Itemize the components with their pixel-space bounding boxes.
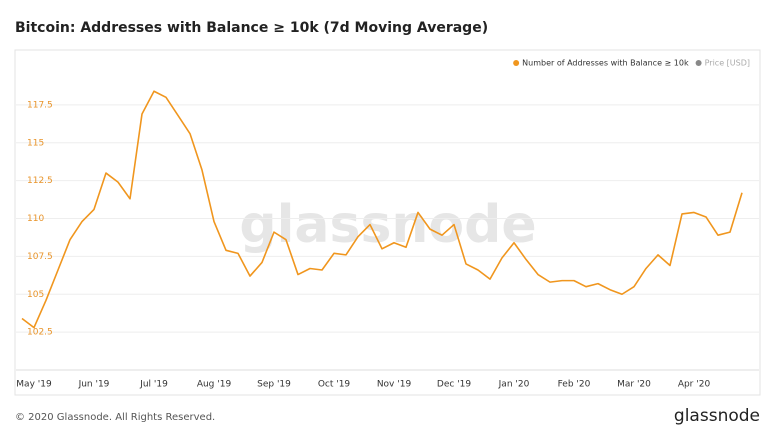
x-tick-label: Oct '19 [318,380,351,390]
x-tick-label: May '19 [16,380,52,390]
x-tick-label: Nov '19 [377,380,412,390]
y-tick-label: 117.5 [27,100,53,110]
data-line [21,90,743,329]
legend-label: Price [USD] [705,59,750,68]
x-tick-label: Jun '19 [78,380,110,390]
y-tick-label: 105 [27,290,44,300]
x-tick-label: Dec '19 [437,380,471,390]
x-tick-label: Apr '20 [678,380,711,390]
x-tick-label: Feb '20 [558,380,591,390]
legend-marker [513,60,520,66]
legend-marker [695,60,702,66]
copyright: © 2020 Glassnode. All Rights Reserved. [15,412,215,423]
x-tick-label: Jul '19 [139,380,168,390]
x-tick-label: Sep '19 [257,380,291,390]
y-tick-label: 115 [27,138,44,148]
chart-frame [14,49,761,396]
y-tick-label: 107.5 [27,252,53,262]
y-tick-label: 112.5 [27,176,53,186]
y-tick-label: 110 [27,214,44,224]
chart-title: Bitcoin: Addresses with Balance ≥ 10k (7… [15,20,488,36]
x-tick-label: Jan '20 [498,380,530,390]
legend-label: Number of Addresses with Balance ≥ 10k [522,59,689,68]
logo: glassnode [674,406,760,426]
x-tick-label: Mar '20 [617,380,651,390]
x-tick-label: Aug '19 [197,380,232,390]
y-tick-label: 102.5 [27,328,53,338]
